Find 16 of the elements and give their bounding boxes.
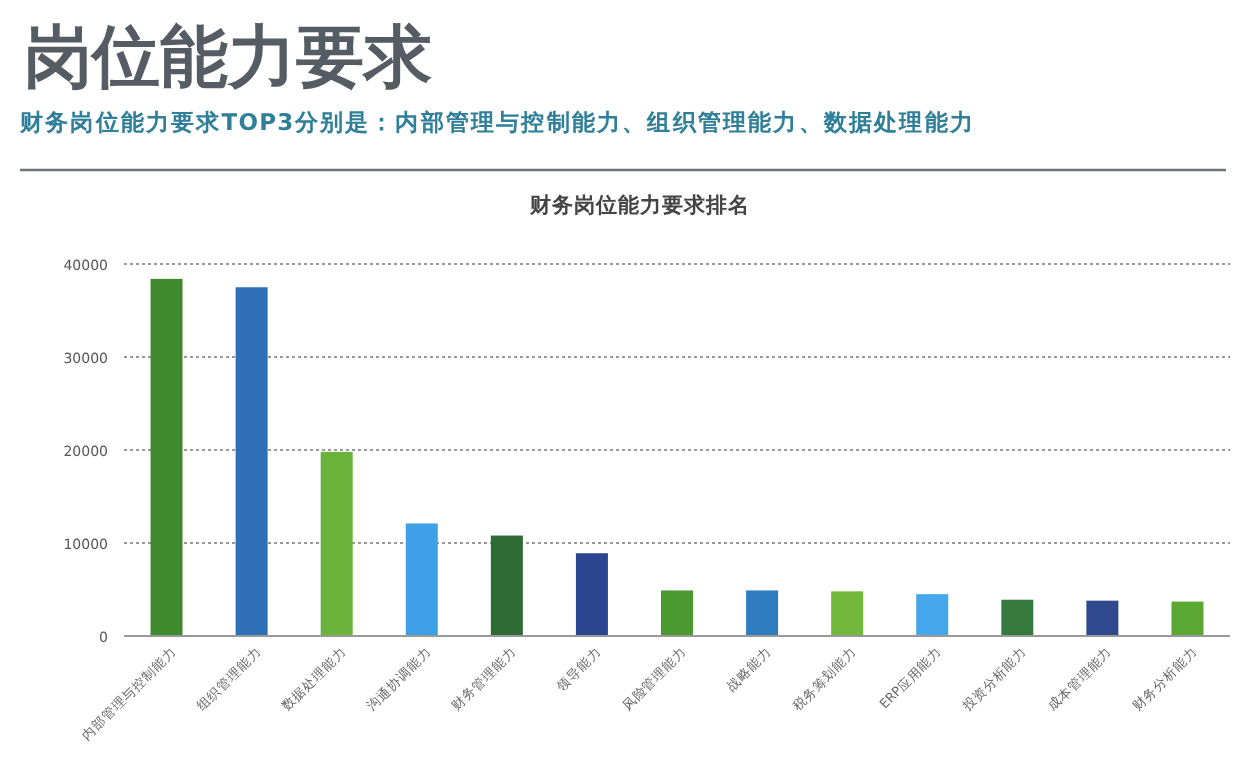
text: 财务岗位能力要求排名: [528, 192, 750, 218]
bar: [831, 591, 864, 636]
bar: [150, 278, 183, 636]
bar: [916, 594, 949, 636]
bar: [320, 451, 353, 636]
bar: [661, 590, 693, 636]
bar: [235, 287, 268, 636]
bar: [1086, 600, 1119, 636]
bar: [746, 590, 779, 636]
bar: [490, 535, 523, 636]
bar: [1171, 601, 1204, 636]
bar: [575, 553, 608, 636]
bar: [405, 523, 438, 636]
chart-subtitle: 财务岗位能力要求TOP3分别是：内部管理与控制能力、组织管理能力、数据处理能力: [18, 108, 975, 136]
bar: [1001, 599, 1034, 636]
chart-title: 岗位能力要求: [24, 18, 432, 98]
